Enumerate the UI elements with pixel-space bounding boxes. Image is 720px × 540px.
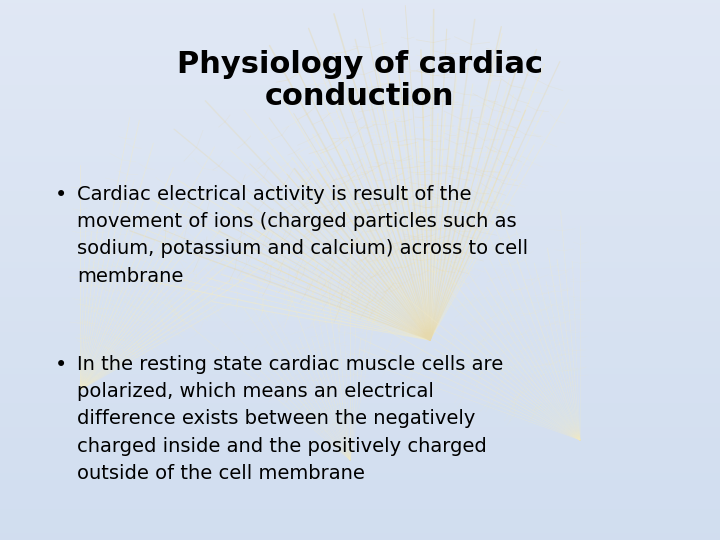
Text: Physiology of cardiac: Physiology of cardiac bbox=[177, 50, 543, 79]
Text: •: • bbox=[55, 355, 67, 375]
Text: Cardiac electrical activity is result of the
movement of ions (charged particles: Cardiac electrical activity is result of… bbox=[77, 185, 528, 286]
Text: conduction: conduction bbox=[265, 82, 455, 111]
Text: In the resting state cardiac muscle cells are
polarized, which means an electric: In the resting state cardiac muscle cell… bbox=[77, 355, 503, 483]
Text: •: • bbox=[55, 185, 67, 205]
